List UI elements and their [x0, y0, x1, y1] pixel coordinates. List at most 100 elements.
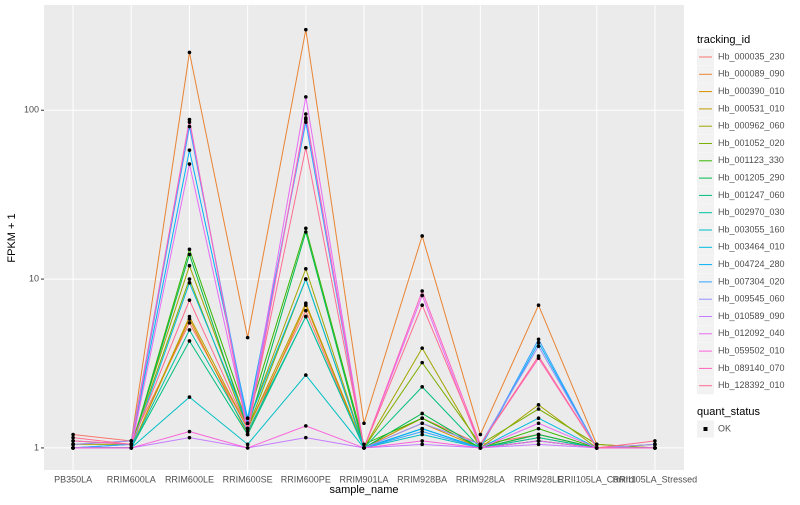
data-point — [536, 435, 541, 440]
y-axis-title: FPKM + 1 — [6, 213, 18, 262]
data-point — [304, 120, 308, 124]
data-point — [187, 314, 192, 319]
data-point — [536, 407, 541, 411]
data-point — [187, 162, 192, 166]
data-point — [187, 277, 192, 281]
data-point — [362, 446, 366, 450]
data-point — [187, 50, 192, 55]
data-point — [71, 435, 75, 440]
legend-label: Hb_000089_090 — [718, 69, 785, 79]
data-point — [304, 424, 308, 428]
legend-label: Hb_003464_010 — [718, 242, 785, 252]
y-tick-label: 1 — [34, 442, 39, 452]
legend-label: Hb_059502_010 — [718, 345, 785, 355]
data-point — [71, 446, 75, 450]
data-point — [536, 303, 541, 308]
data-point — [304, 27, 308, 32]
data-point — [420, 421, 424, 426]
data-point — [420, 432, 424, 437]
data-point — [71, 432, 75, 437]
x-axis-title: sample_name — [329, 484, 398, 496]
data-point — [187, 328, 192, 332]
x-tick-label: RRIM600LA — [107, 474, 156, 484]
data-point — [304, 112, 308, 116]
data-point — [536, 403, 541, 407]
data-point — [245, 432, 250, 437]
legend-label: Hb_001247_060 — [718, 190, 785, 200]
data-point — [245, 426, 250, 431]
data-point — [187, 120, 192, 124]
legend-label: Hb_000035_230 — [718, 51, 785, 61]
data-point — [536, 354, 541, 358]
data-point — [187, 321, 192, 325]
data-point — [187, 317, 192, 321]
data-point — [187, 339, 192, 343]
data-point — [187, 281, 192, 285]
data-point — [478, 432, 483, 437]
y-tick-label: 10 — [29, 273, 39, 283]
data-point — [536, 344, 541, 349]
data-point — [304, 308, 308, 313]
data-point — [129, 439, 134, 443]
data-point — [536, 442, 541, 447]
x-tick-label: RRIM928LE — [514, 474, 563, 484]
legend-label: Hb_001205_290 — [718, 172, 785, 182]
data-point — [420, 346, 424, 350]
data-point — [304, 267, 308, 271]
data-point — [420, 411, 424, 416]
data-point — [420, 426, 424, 431]
data-point — [304, 314, 308, 319]
legend-label: Hb_089140_070 — [718, 363, 785, 373]
data-point — [653, 439, 657, 443]
data-point — [362, 442, 366, 447]
data-point — [304, 301, 308, 305]
data-point — [536, 421, 541, 426]
data-point — [420, 293, 424, 298]
data-point — [304, 435, 308, 440]
data-point — [478, 442, 483, 447]
data-point — [420, 385, 424, 389]
data-point — [187, 298, 192, 302]
x-tick-label: RRIM928BA — [397, 474, 447, 484]
legend-shape — [703, 427, 708, 431]
data-point — [536, 337, 541, 342]
legend-label: Hb_002970_030 — [718, 207, 785, 217]
legend-label: Hb_000962_060 — [718, 121, 785, 131]
data-point — [129, 446, 134, 450]
data-point — [245, 442, 250, 447]
data-point — [594, 446, 599, 450]
x-tick-label: RRIM928LA — [456, 474, 505, 484]
data-point — [304, 230, 308, 234]
legend-label: Hb_003055_160 — [718, 224, 785, 234]
data-point — [187, 263, 192, 268]
data-point — [420, 442, 424, 447]
x-tick-label: PB350LA — [54, 474, 92, 484]
data-point — [420, 439, 424, 443]
data-point — [536, 340, 541, 345]
legend-label: Hb_012092_040 — [718, 328, 785, 338]
data-point — [187, 429, 192, 434]
data-point — [536, 426, 541, 431]
data-point — [362, 421, 366, 426]
data-point — [187, 117, 192, 122]
data-point — [594, 442, 599, 447]
legend-label: Hb_000390_010 — [718, 86, 785, 96]
data-point — [304, 95, 308, 99]
legend-label: Hb_000531_010 — [718, 103, 785, 113]
data-point — [187, 395, 192, 399]
data-point — [420, 429, 424, 434]
data-point — [420, 303, 424, 308]
data-point — [536, 416, 541, 420]
data-point — [245, 335, 250, 340]
data-point — [129, 442, 134, 447]
data-point — [245, 416, 250, 420]
x-tick-label: RRII105LA_Control — [558, 474, 636, 484]
data-point — [187, 124, 192, 129]
data-point — [420, 234, 424, 238]
data-point — [304, 373, 308, 377]
data-point — [653, 442, 657, 447]
x-tick-label: RRIM600LE — [165, 474, 214, 484]
x-tick-label: RRII105LA_Stressed — [613, 474, 698, 484]
data-point — [420, 289, 424, 293]
